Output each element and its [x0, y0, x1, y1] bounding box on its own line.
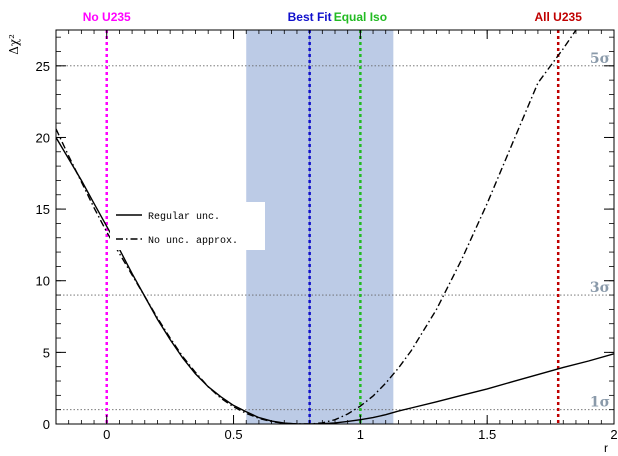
y-axis-label: Δχ² [7, 34, 21, 55]
sigma-label: 3σ [590, 280, 610, 296]
y-tick-label: 25 [36, 59, 50, 74]
best-fit-band [246, 30, 394, 424]
legend-entry: Regular unc. [148, 211, 220, 223]
y-tick-label: 5 [43, 345, 50, 360]
x-axis-label: r [604, 441, 608, 455]
x-tick-label: 2 [610, 427, 617, 442]
series-line [56, 30, 577, 424]
y-tick-label: 10 [36, 274, 50, 289]
legend-entry: No unc. approx. [148, 236, 238, 247]
x-tick-label: 1 [357, 427, 364, 442]
legend: Regular unc. No unc. approx. [110, 202, 265, 250]
sigma-label: 5σ [590, 51, 610, 67]
marker-label: Equal Iso [334, 10, 387, 24]
sigma-label: 1σ [590, 395, 610, 411]
marker-label: No U235 [83, 10, 131, 24]
marker-lines-layer: No U235 Best Fit Equal Iso All U235 [83, 10, 582, 424]
marker-label: All U235 [535, 10, 583, 24]
marker-label: Best Fit [288, 10, 332, 24]
y-tick-label: 15 [36, 202, 50, 217]
x-tick-label: 0 [103, 427, 110, 442]
sigma-lines-layer: 1σ 3σ 5σ [56, 51, 614, 411]
x-tick-label: 1.5 [478, 427, 496, 442]
x-tick-label: 0.5 [225, 427, 243, 442]
legend-box [110, 202, 265, 250]
y-tick-label: 20 [36, 130, 50, 145]
best-fit-band-layer [246, 30, 394, 424]
y-tick-label: 0 [43, 417, 50, 432]
